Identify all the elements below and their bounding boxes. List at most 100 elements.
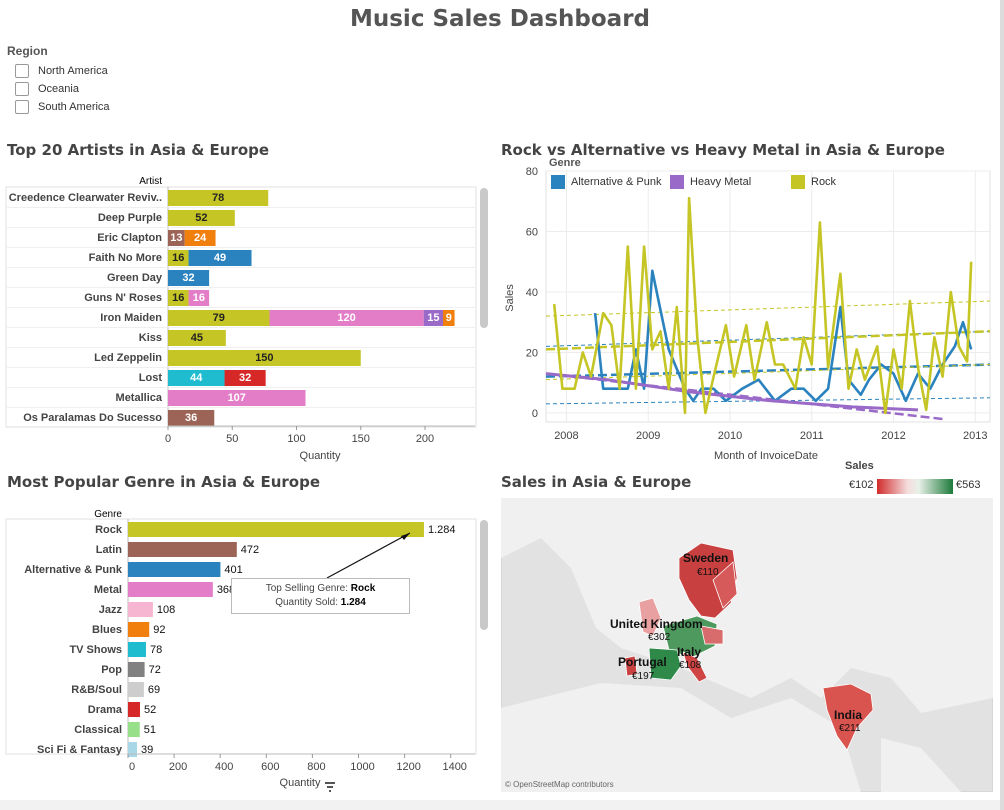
map-legend-min: €102: [849, 479, 874, 491]
country-finland[interactable]: [712, 561, 738, 609]
artist-bar-value: 36: [185, 412, 197, 424]
line-y-tick: 20: [526, 347, 538, 359]
genre-bar: [128, 562, 221, 577]
checkbox-north-america[interactable]: [15, 64, 29, 78]
map-label-italy: Italy: [677, 645, 701, 659]
legend-item-rock[interactable]: Rock: [791, 175, 836, 189]
line-x-tick: 2010: [718, 430, 742, 442]
genre-bar: [128, 742, 137, 757]
genre-bar: [128, 682, 144, 697]
country-united-kingdom[interactable]: [638, 597, 662, 637]
filter-option-oceania[interactable]: Oceania: [15, 81, 79, 97]
genre-x-tick: 600: [261, 761, 279, 773]
genre-label: Blues: [92, 624, 122, 636]
genre-bar-value: 51: [144, 724, 156, 736]
legend-swatch: [670, 175, 684, 189]
artist-bar-segment: [423, 310, 443, 326]
legend-label: Alternative & Punk: [571, 176, 662, 188]
genre-bar-value: 472: [241, 544, 259, 556]
artist-bar-segment: [168, 350, 361, 366]
genre-bar: [128, 642, 146, 657]
artists-x-tick: 150: [352, 433, 370, 445]
genre-label: Pop: [101, 664, 122, 676]
country-poland[interactable]: [700, 625, 724, 645]
map-label-united-kingdom: United Kingdom: [610, 617, 703, 631]
land-greenland: [501, 498, 571, 543]
legend-label: Rock: [811, 176, 837, 188]
artist-bar-value: 45: [191, 332, 203, 344]
genre-x-tick: 1400: [442, 761, 466, 773]
window-edge: [1000, 0, 1004, 810]
artist-label: Lost: [139, 372, 163, 384]
map-label-portugal: Portugal: [618, 655, 667, 669]
map-value-portugal: €197: [632, 671, 655, 682]
artist-bar-segment: [168, 250, 189, 266]
line-y-tick: 40: [526, 287, 538, 299]
series-line-rock: [552, 196, 973, 415]
filter-option-north-america[interactable]: North America: [15, 63, 108, 79]
artist-bar-value: 107: [228, 392, 246, 404]
artist-label: Metallica: [116, 392, 163, 404]
genre-bar-value: 1.284: [428, 524, 456, 536]
artist-bar-value: 16: [172, 252, 184, 264]
artist-bar-segment: [168, 290, 189, 306]
line-plot-frame: [545, 170, 991, 423]
map-label-india: India: [834, 708, 862, 722]
legend-item-heavy-metal[interactable]: Heavy Metal: [670, 175, 751, 189]
dashboard-title: Music Sales Dashboard: [349, 6, 650, 32]
artist-bar-value: 120: [337, 312, 355, 324]
map-credit: © OpenStreetMap contributors: [505, 780, 614, 789]
artists-x-tick: 50: [226, 433, 238, 445]
genre-bar-value: 368: [217, 584, 235, 596]
artist-bar-value: 79: [213, 312, 225, 324]
genre-x-tick: 400: [215, 761, 233, 773]
country-italy[interactable]: [682, 651, 708, 683]
artist-bar-segment: [168, 270, 210, 286]
checkbox-oceania[interactable]: [15, 82, 29, 96]
legend-swatch: [791, 175, 805, 189]
artist-bar-value: 16: [193, 292, 205, 304]
genre-bar: [128, 662, 145, 677]
map-legend-title: Sales: [845, 460, 874, 472]
artists-panel-title: Top 20 Artists in Asia & Europe: [7, 141, 270, 159]
genre-label: Alternative & Punk: [24, 564, 123, 576]
artists-scrollbar[interactable]: [480, 188, 488, 328]
filter-option-label: South America: [38, 101, 110, 113]
artists-x-tick: 200: [416, 433, 434, 445]
tooltip-value: 1.284: [340, 597, 366, 608]
legend-item-alternative[interactable]: Alternative & Punk: [551, 175, 662, 189]
genre-bar: [128, 622, 150, 637]
artist-label: Os Paralamas Do Sucesso: [23, 412, 162, 424]
country-france-spain[interactable]: [648, 647, 682, 681]
map-value-italy: €108: [679, 660, 702, 671]
filter-option-south-america[interactable]: South America: [15, 99, 110, 115]
map-panel-title: Sales in Asia & Europe: [501, 473, 692, 491]
tooltip-pointer-arrowhead: [400, 533, 410, 540]
country-india[interactable]: [822, 683, 874, 751]
map-legend-gradient: [877, 479, 953, 494]
artist-bar-segment: [188, 250, 252, 266]
line-y-tick: 0: [532, 408, 538, 420]
genre-label: Metal: [94, 584, 122, 596]
country-portugal[interactable]: [624, 655, 638, 677]
checkbox-south-america[interactable]: [15, 100, 29, 114]
artist-label: Eric Clapton: [97, 232, 162, 244]
genre-x-tick: 1200: [396, 761, 420, 773]
sales-map[interactable]: Sweden €110 United Kingdom €302 Italy €1…: [501, 498, 993, 792]
genre-x-tick: 1000: [350, 761, 374, 773]
genre-bar-value: 69: [148, 684, 160, 696]
line-x-tick: 2013: [963, 430, 987, 442]
artist-label: Faith No More: [89, 252, 162, 264]
line-x-tick: 2012: [881, 430, 905, 442]
artist-bar-value: 13: [170, 232, 182, 244]
artist-bar-segment: [184, 230, 216, 246]
land-africa-middle-east: [501, 683, 861, 792]
line-x-tick: 2011: [800, 430, 824, 442]
artist-bar-segment: [168, 330, 226, 346]
genre-bar: [128, 722, 140, 737]
artist-bar-segment: [168, 230, 185, 246]
land-southeast: [881, 738, 961, 792]
genre-scrollbar[interactable]: [480, 520, 488, 630]
genre-panel-title: Most Popular Genre in Asia & Europe: [7, 473, 321, 491]
